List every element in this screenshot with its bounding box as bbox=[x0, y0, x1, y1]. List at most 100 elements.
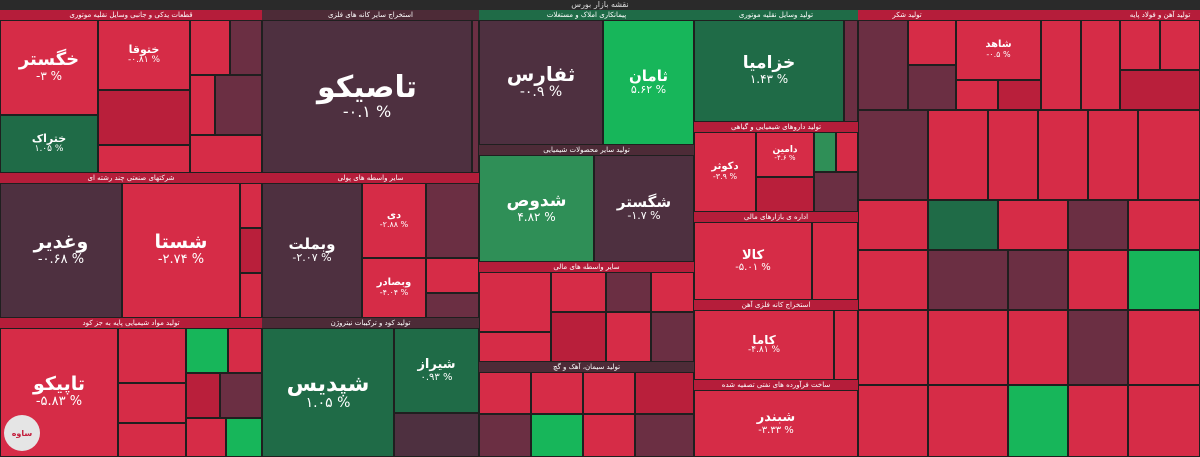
tile-iron-s2[interactable] bbox=[1160, 20, 1200, 70]
tile-small-d[interactable] bbox=[215, 75, 262, 135]
tile-shasta[interactable]: شستا -۲.۷۴ % bbox=[122, 183, 240, 318]
tile-khazamia[interactable]: خزامیا ۱.۴۳ % bbox=[694, 20, 844, 122]
tile-kama[interactable]: کاما -۴.۸۱ % bbox=[694, 310, 834, 380]
tile-shbandar[interactable]: شبندر -۳.۳۳ % bbox=[694, 390, 858, 457]
tile-rl-7[interactable] bbox=[928, 250, 1008, 310]
tile-dkosar[interactable]: دکوثر -۳.۹ % bbox=[694, 132, 756, 212]
tile-basic-s1[interactable] bbox=[118, 328, 186, 383]
tile-multi-s1[interactable] bbox=[240, 183, 262, 228]
tile-vaghdir[interactable]: وغدیر -۰.۶۸ % bbox=[0, 183, 122, 318]
tile-cement-s2[interactable] bbox=[531, 372, 583, 414]
tile-shahed[interactable]: شاهد -۰.۵ % bbox=[956, 20, 1041, 80]
tile-khetrak[interactable]: ختراک ۱.۰۵ % bbox=[0, 115, 98, 173]
tile-other-fin-s1[interactable] bbox=[426, 258, 479, 293]
tile-small-b[interactable] bbox=[230, 20, 262, 75]
tile-basic-s2[interactable] bbox=[186, 328, 228, 373]
tile-nonferrous-s1[interactable] bbox=[834, 310, 858, 380]
tile-khetoga[interactable]: ختوقا -۰.۸۱ % bbox=[98, 20, 190, 90]
tile-vehicle-small[interactable] bbox=[844, 20, 858, 122]
tile-rm-4[interactable] bbox=[1038, 110, 1088, 200]
tile-basic-s8[interactable] bbox=[186, 418, 226, 457]
tile-rm-6[interactable] bbox=[1138, 110, 1200, 200]
tile-khegostar[interactable]: خگستر -۳ % bbox=[0, 20, 98, 115]
tile-rm-2[interactable] bbox=[928, 110, 988, 200]
tile-basic-s5[interactable] bbox=[118, 423, 186, 457]
tile-fin2-s3[interactable] bbox=[651, 272, 694, 312]
tile-fin2-s6[interactable] bbox=[606, 312, 651, 362]
tile-khazamin[interactable] bbox=[98, 90, 190, 145]
tile-vbsadr[interactable]: وبصادر -۴.۰۴ % bbox=[362, 258, 426, 318]
tile-basic-s7[interactable] bbox=[220, 373, 262, 418]
tile-other-fin-s2[interactable] bbox=[426, 293, 479, 318]
tile-small-c[interactable] bbox=[190, 75, 215, 135]
tile-pharma-s3[interactable] bbox=[836, 132, 858, 172]
tile-cement-s8[interactable] bbox=[635, 414, 694, 457]
tile-fin2-s5[interactable] bbox=[551, 312, 606, 362]
tile-rm-1[interactable] bbox=[858, 110, 928, 200]
tile-re-s1[interactable] bbox=[956, 80, 998, 110]
tile-dey[interactable]: دی -۲.۸۸ % bbox=[362, 183, 426, 258]
tile-re-s2[interactable] bbox=[998, 80, 1041, 110]
tile-rl-15[interactable] bbox=[1128, 310, 1200, 385]
tile-tapiko[interactable]: تاپیکو -۵.۸۳ % bbox=[0, 328, 118, 457]
tile-vbmellat[interactable]: وبملت -۲.۰۷ % bbox=[262, 183, 362, 318]
tile-basic-s4[interactable] bbox=[118, 383, 186, 423]
tile-shdous[interactable]: شدوص ۴.۸۲ % bbox=[479, 155, 594, 262]
tile-cement-s5[interactable] bbox=[479, 414, 531, 457]
tile-rl-9[interactable] bbox=[1068, 250, 1128, 310]
tile-rm-3[interactable] bbox=[988, 110, 1038, 200]
tile-small-e[interactable] bbox=[190, 135, 262, 173]
tile-sugar-s1[interactable] bbox=[858, 20, 908, 110]
tile-basic-s3[interactable] bbox=[228, 328, 262, 373]
tile-basic-s9[interactable] bbox=[226, 418, 262, 457]
tile-fin2-s7[interactable] bbox=[651, 312, 694, 362]
tile-rl-14[interactable] bbox=[1068, 310, 1128, 385]
tile-cement-s6[interactable] bbox=[531, 414, 583, 457]
tile-bours[interactable] bbox=[812, 222, 858, 300]
tile-rl-16[interactable] bbox=[858, 385, 928, 457]
tile-multi-s2[interactable] bbox=[240, 228, 262, 273]
tile-fin2-s1[interactable] bbox=[551, 272, 606, 312]
tile-kheshar[interactable] bbox=[98, 145, 190, 173]
tile-cement-s3[interactable] bbox=[583, 372, 635, 414]
tile-rl-11[interactable] bbox=[858, 310, 928, 385]
tile-textile-s2[interactable] bbox=[1081, 20, 1120, 110]
tile-rl-4[interactable] bbox=[1068, 200, 1128, 250]
tile-tasiko[interactable]: تاصیکو -۰.۱ % bbox=[262, 20, 472, 173]
tile-rl-2[interactable] bbox=[928, 200, 998, 250]
tile-damin[interactable]: دامین -۴.۶ % bbox=[756, 132, 814, 177]
tile-tfars[interactable]: ثفارس -۰.۹ % bbox=[479, 20, 603, 145]
tile-kala[interactable]: کالا -۵.۰۱ % bbox=[694, 222, 812, 300]
tile-shgostar[interactable]: شگستر -۱.۷ % bbox=[594, 155, 694, 262]
tile-rl-10[interactable] bbox=[1128, 250, 1200, 310]
tile-fin2-s2[interactable] bbox=[606, 272, 651, 312]
tile-pharma-s4[interactable] bbox=[814, 172, 858, 212]
tile-rl-3[interactable] bbox=[998, 200, 1068, 250]
tile-rl-6[interactable] bbox=[858, 250, 928, 310]
tile-basic-s6[interactable] bbox=[186, 373, 220, 418]
tile-vkharazm[interactable] bbox=[479, 272, 551, 332]
tile-rl-17[interactable] bbox=[928, 385, 1008, 457]
tile-fin2-s4[interactable] bbox=[479, 332, 551, 362]
tile-multi-s3[interactable] bbox=[240, 273, 262, 318]
tile-iron-s3[interactable] bbox=[1120, 70, 1200, 110]
tile-taman[interactable]: ثامان ۵.۶۲ % bbox=[603, 20, 694, 145]
tile-rl-5[interactable] bbox=[1128, 200, 1200, 250]
tile-rl-12[interactable] bbox=[928, 310, 1008, 385]
tile-small-a[interactable] bbox=[190, 20, 230, 75]
tile-rm-5[interactable] bbox=[1088, 110, 1138, 200]
tile-sugar-s3[interactable] bbox=[908, 65, 956, 110]
tile-parsan[interactable] bbox=[394, 413, 479, 457]
tile-shiraz[interactable]: شیراز ۰.۹۳ % bbox=[394, 328, 479, 413]
tile-cement-s1[interactable] bbox=[479, 372, 531, 414]
tile-iron-s1[interactable] bbox=[1120, 20, 1160, 70]
tile-textile-s1[interactable] bbox=[1041, 20, 1081, 110]
tile-pharma-s1[interactable] bbox=[756, 177, 814, 212]
tile-cement-s7[interactable] bbox=[583, 414, 635, 457]
tile-valtjara[interactable] bbox=[426, 183, 479, 258]
tile-rl-13[interactable] bbox=[1008, 310, 1068, 385]
tile-rl-19[interactable] bbox=[1068, 385, 1128, 457]
tile-rl-18[interactable] bbox=[1008, 385, 1068, 457]
tile-pharma-s2[interactable] bbox=[814, 132, 836, 172]
tile-sugar-s2[interactable] bbox=[908, 20, 956, 65]
